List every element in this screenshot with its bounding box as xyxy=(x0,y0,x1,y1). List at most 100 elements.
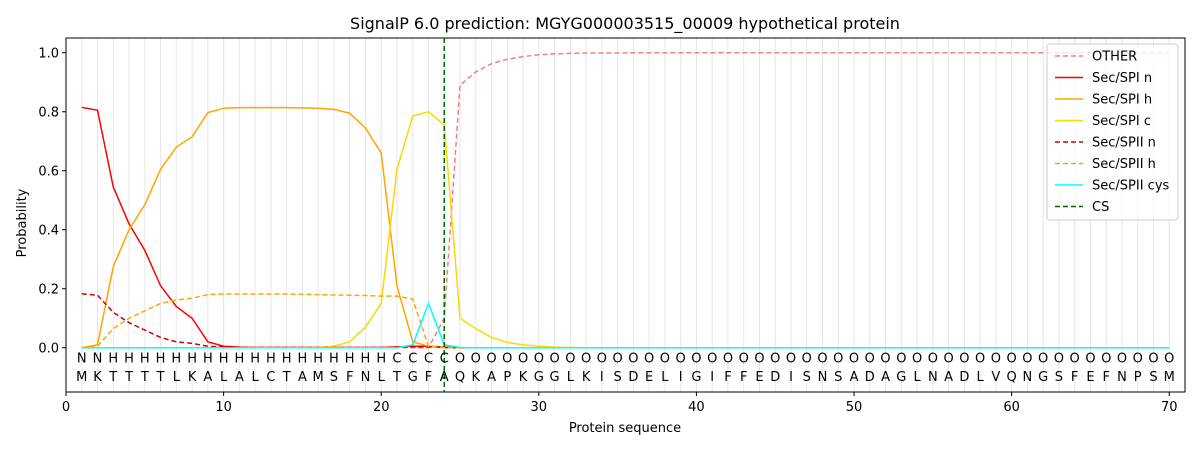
legend-label: OTHER xyxy=(1092,50,1137,65)
sequence-letter: F xyxy=(724,370,731,385)
region-label: O xyxy=(1148,352,1158,367)
region-label: O xyxy=(739,352,749,367)
sequence-letter: A xyxy=(203,370,212,385)
legend-label: Sec/SPII cys xyxy=(1092,179,1170,194)
sequence-letter: A xyxy=(850,370,859,385)
sequence-letter: F xyxy=(1071,370,1078,385)
legend-label: Sec/SPII n xyxy=(1092,136,1156,151)
region-label: H xyxy=(187,352,197,367)
legend-box xyxy=(1046,43,1179,221)
region-label: C xyxy=(408,352,417,367)
sequence-letter: S xyxy=(803,370,811,385)
region-label: O xyxy=(1007,352,1017,367)
region-label: O xyxy=(1070,352,1080,367)
sequence-letter: I xyxy=(679,370,683,385)
region-label: O xyxy=(502,352,512,367)
sequence-letter: L xyxy=(567,370,575,385)
plot-frame xyxy=(65,37,1186,393)
region-label: O xyxy=(455,352,465,367)
sequence-letter: M xyxy=(76,370,87,385)
region-label: O xyxy=(707,352,717,367)
sequence-letter: T xyxy=(282,370,291,385)
sequence-letter: L xyxy=(173,370,181,385)
region-label: O xyxy=(723,352,733,367)
region-label: O xyxy=(802,352,812,367)
sequence-letter: G xyxy=(534,370,544,385)
region-label: O xyxy=(676,352,686,367)
sequence-letter: S xyxy=(1149,370,1157,385)
sequence-letter: I xyxy=(600,370,604,385)
sequence-letter: C xyxy=(266,370,275,385)
region-label: C xyxy=(392,352,401,367)
sequence-letter: A xyxy=(298,370,307,385)
sequence-letter: N xyxy=(361,370,371,385)
region-label: O xyxy=(534,352,544,367)
sequence-letter: P xyxy=(1134,370,1142,385)
sequence-letter: K xyxy=(93,370,102,385)
x-tick-label: 0 xyxy=(62,400,70,415)
sequence-letter: E xyxy=(755,370,763,385)
region-label: H xyxy=(329,352,339,367)
region-label: H xyxy=(234,352,244,367)
region-label: N xyxy=(77,352,87,367)
region-label: O xyxy=(880,352,890,367)
region-label: H xyxy=(361,352,371,367)
region-label: O xyxy=(833,352,843,367)
region-label: O xyxy=(912,352,922,367)
sequence-letter: M xyxy=(313,370,324,385)
region-label: H xyxy=(140,352,150,367)
region-label: O xyxy=(644,352,654,367)
y-tick-label: 0.4 xyxy=(38,223,59,238)
region-label: O xyxy=(660,352,670,367)
sequence-letter: N xyxy=(1117,370,1127,385)
sequence-letter: S xyxy=(613,370,621,385)
series-line-4 xyxy=(81,293,1170,349)
region-label: H xyxy=(313,352,323,367)
x-axis-label: Protein sequence xyxy=(569,421,681,436)
region-label: O xyxy=(943,352,953,367)
sequence-letter: T xyxy=(392,370,401,385)
region-label: O xyxy=(959,352,969,367)
region-label: H xyxy=(171,352,181,367)
sequence-letter: D xyxy=(628,370,638,385)
region-label: O xyxy=(1133,352,1143,367)
region-label: O xyxy=(628,352,638,367)
region-label: O xyxy=(597,352,607,367)
sequence-letter: N xyxy=(1023,370,1033,385)
sequence-letter: K xyxy=(519,370,528,385)
sequence-letter: M xyxy=(1164,370,1175,385)
sequence-letter: A xyxy=(440,370,449,385)
sequence-letter: A xyxy=(235,370,244,385)
sequence-letter: K xyxy=(188,370,197,385)
region-label: O xyxy=(486,352,496,367)
sequence-letter: T xyxy=(140,370,149,385)
sequence-letter: L xyxy=(378,370,386,385)
sequence-letter: F xyxy=(425,370,432,385)
region-label: C xyxy=(440,352,449,367)
y-tick-label: 1.0 xyxy=(38,46,59,61)
legend-label: Sec/SPI h xyxy=(1092,93,1152,108)
x-tick-label: 30 xyxy=(531,400,548,415)
sequence-letter: G xyxy=(691,370,701,385)
sequence-letter: I xyxy=(710,370,714,385)
sequence-letter: A xyxy=(944,370,953,385)
legend-label: Sec/SPI n xyxy=(1092,71,1152,86)
sequence-letter: L xyxy=(220,370,228,385)
sequence-letter: L xyxy=(913,370,921,385)
region-label: O xyxy=(849,352,859,367)
sequence-letter: F xyxy=(1102,370,1109,385)
y-axis-label: Probability xyxy=(15,188,30,257)
sequence-letter: I xyxy=(789,370,793,385)
sequence-letter: N xyxy=(818,370,828,385)
legend-label: Sec/SPI c xyxy=(1092,114,1151,129)
region-label: O xyxy=(1038,352,1048,367)
chart-title: SignalP 6.0 prediction: MGYG000003515_00… xyxy=(350,14,900,34)
sequence-letter: A xyxy=(487,370,496,385)
region-label: O xyxy=(613,352,623,367)
region-label: O xyxy=(975,352,985,367)
region-label: O xyxy=(1085,352,1095,367)
x-tick-label: 20 xyxy=(373,400,390,415)
sequence-letter: D xyxy=(959,370,969,385)
y-tick-label: 0.2 xyxy=(38,282,59,297)
sequence-letter: Q xyxy=(455,370,465,385)
